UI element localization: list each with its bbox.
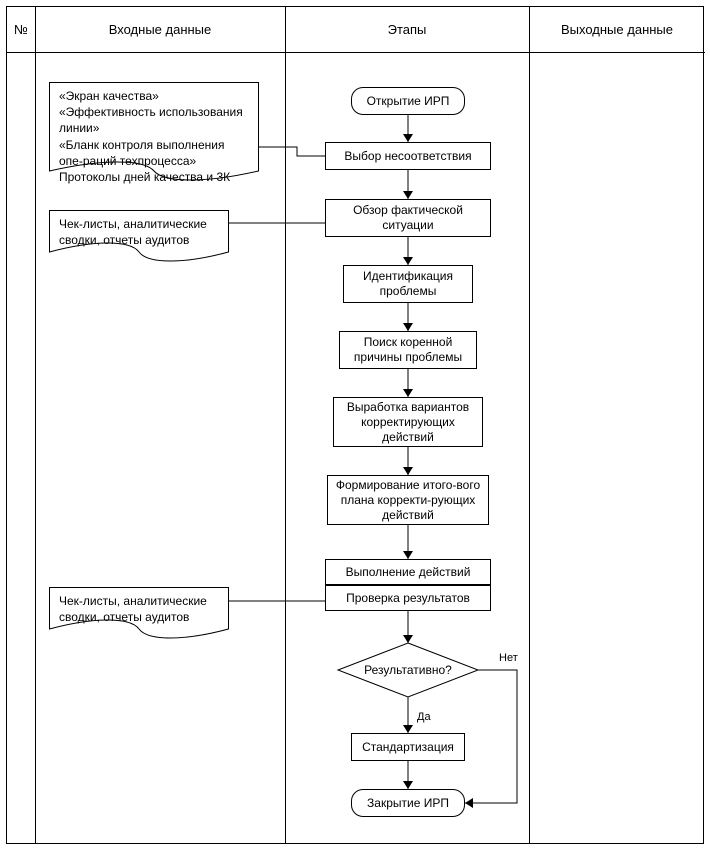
input-document-text: Чек-листы, аналитические сводки, отчеты … — [59, 593, 219, 625]
process-node: Обзор фактической ситуации — [325, 199, 491, 237]
process-node: Выполнение действий — [325, 559, 491, 585]
process-node: Проверка результатов — [325, 585, 491, 611]
diagram-frame: № Входные данные Этапы Выходные данные Д… — [6, 6, 704, 844]
edge-label: Нет — [499, 652, 518, 664]
decision-node: Результативно? — [338, 643, 478, 697]
input-document: Чек-листы, аналитические сводки, отчеты … — [49, 587, 229, 635]
input-document: «Экран качества»«Эффективность использов… — [49, 82, 259, 177]
input-document: Чек-листы, аналитические сводки, отчеты … — [49, 210, 229, 258]
process-node: Выработка вариантов корректирующих дейст… — [333, 397, 483, 447]
process-node: Формирование итого-вого плана корректи-р… — [327, 475, 489, 525]
terminator-node: Открытие ИРП — [351, 87, 465, 115]
edge-label: Да — [417, 711, 431, 723]
process-node: Стандартизация — [351, 733, 465, 761]
decision-label: Результативно? — [338, 643, 478, 697]
process-node: Поиск коренной причины проблемы — [339, 331, 477, 369]
input-document-text: Чек-листы, аналитические сводки, отчеты … — [59, 216, 219, 248]
process-node: Идентификация проблемы — [343, 265, 473, 303]
input-document-text: «Экран качества»«Эффективность использов… — [59, 88, 249, 185]
process-node: Выбор несоответствия — [325, 142, 491, 170]
terminator-node: Закрытие ИРП — [351, 789, 465, 817]
